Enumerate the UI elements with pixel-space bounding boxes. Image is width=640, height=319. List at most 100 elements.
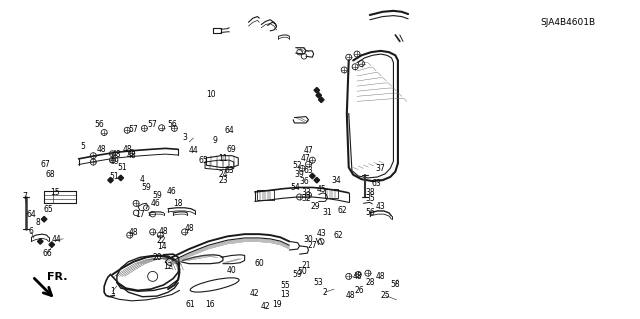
- Text: 12: 12: [163, 262, 173, 271]
- Text: 5: 5: [80, 142, 85, 151]
- Polygon shape: [314, 87, 319, 93]
- Text: 50: 50: [297, 267, 307, 276]
- Text: 4: 4: [140, 175, 145, 184]
- Text: 22: 22: [157, 236, 166, 245]
- Polygon shape: [316, 93, 321, 98]
- Text: 15: 15: [50, 188, 60, 197]
- Text: 47: 47: [303, 146, 314, 155]
- Text: 48: 48: [129, 228, 138, 237]
- Polygon shape: [38, 239, 43, 244]
- Text: 45: 45: [316, 185, 326, 194]
- Text: 55: 55: [280, 281, 290, 290]
- Text: 64: 64: [26, 210, 36, 219]
- Text: 56: 56: [167, 120, 177, 129]
- Text: 3: 3: [182, 133, 187, 142]
- Text: 51: 51: [118, 163, 127, 172]
- Text: 39: 39: [294, 170, 305, 179]
- Text: 63: 63: [371, 179, 381, 188]
- Text: SJA4B4601B: SJA4B4601B: [540, 19, 595, 27]
- Text: 47: 47: [301, 154, 311, 163]
- Text: 54: 54: [291, 183, 301, 192]
- Text: 36: 36: [299, 177, 309, 186]
- Text: 46: 46: [167, 187, 177, 196]
- Text: 57: 57: [148, 120, 157, 129]
- Text: 49: 49: [109, 157, 119, 166]
- Text: 23: 23: [218, 176, 228, 185]
- Text: 68: 68: [45, 170, 55, 179]
- Text: 30: 30: [303, 235, 314, 244]
- Text: 42: 42: [250, 289, 260, 298]
- Text: 48: 48: [127, 151, 136, 160]
- Text: 44: 44: [189, 146, 198, 155]
- Text: 48: 48: [346, 291, 355, 300]
- Text: 59: 59: [292, 270, 303, 279]
- Text: 26: 26: [355, 286, 364, 295]
- Text: 44: 44: [52, 235, 62, 244]
- Text: 48: 48: [122, 145, 132, 154]
- Text: 43: 43: [376, 202, 385, 211]
- Text: 61: 61: [186, 300, 195, 308]
- Text: 9: 9: [212, 136, 217, 145]
- Text: 27: 27: [308, 241, 317, 250]
- Text: 17: 17: [135, 210, 145, 219]
- Text: 20: 20: [152, 254, 162, 263]
- Text: 69: 69: [227, 145, 237, 153]
- Text: 38: 38: [365, 188, 374, 197]
- Text: 51: 51: [109, 173, 119, 182]
- Text: 48: 48: [376, 272, 385, 281]
- Polygon shape: [49, 242, 54, 248]
- Text: 59: 59: [141, 183, 151, 192]
- Text: 59: 59: [152, 191, 162, 200]
- Text: 48: 48: [184, 224, 194, 233]
- Text: 37: 37: [376, 164, 385, 173]
- Text: 21: 21: [301, 261, 310, 271]
- Text: 64: 64: [225, 126, 234, 135]
- Polygon shape: [42, 216, 47, 222]
- Text: 53: 53: [314, 278, 324, 287]
- Text: 56: 56: [95, 120, 104, 129]
- Text: 57: 57: [129, 125, 138, 135]
- Text: 35: 35: [365, 194, 374, 203]
- Text: 48: 48: [112, 150, 122, 159]
- Polygon shape: [118, 175, 124, 181]
- Text: 63: 63: [225, 166, 234, 175]
- Text: 16: 16: [205, 300, 215, 309]
- Text: 33: 33: [301, 188, 311, 197]
- Text: 13: 13: [280, 290, 290, 299]
- Text: FR.: FR.: [47, 272, 67, 282]
- Text: 65: 65: [199, 156, 209, 165]
- Text: 48: 48: [97, 145, 106, 154]
- Text: 58: 58: [390, 279, 400, 288]
- Text: 62: 62: [333, 231, 342, 240]
- Text: 46: 46: [151, 199, 161, 208]
- Text: 52: 52: [293, 161, 303, 170]
- Text: 8: 8: [35, 218, 40, 227]
- Text: 67: 67: [40, 160, 51, 169]
- Text: 48: 48: [159, 227, 168, 236]
- Text: 7: 7: [22, 192, 28, 201]
- Polygon shape: [108, 177, 113, 183]
- Text: 42: 42: [261, 302, 271, 311]
- Text: 6: 6: [29, 227, 34, 236]
- Text: 1: 1: [110, 287, 115, 296]
- Text: 63: 63: [303, 166, 314, 175]
- Text: 10: 10: [207, 90, 216, 99]
- Text: 56: 56: [365, 208, 374, 217]
- Text: 14: 14: [157, 242, 166, 251]
- Polygon shape: [314, 177, 319, 183]
- Polygon shape: [310, 173, 315, 179]
- Polygon shape: [319, 97, 324, 103]
- Text: 65: 65: [44, 205, 54, 214]
- Text: 18: 18: [173, 199, 183, 208]
- Text: 32: 32: [301, 194, 311, 203]
- Text: 29: 29: [310, 202, 320, 211]
- Text: 62: 62: [337, 206, 347, 215]
- Text: 34: 34: [331, 176, 341, 185]
- Text: 24: 24: [218, 170, 228, 179]
- Text: 28: 28: [365, 278, 374, 287]
- Text: 19: 19: [272, 300, 282, 309]
- Text: 31: 31: [323, 208, 332, 217]
- Text: 43: 43: [316, 229, 326, 238]
- Text: 2: 2: [323, 288, 328, 297]
- Text: 66: 66: [42, 249, 52, 258]
